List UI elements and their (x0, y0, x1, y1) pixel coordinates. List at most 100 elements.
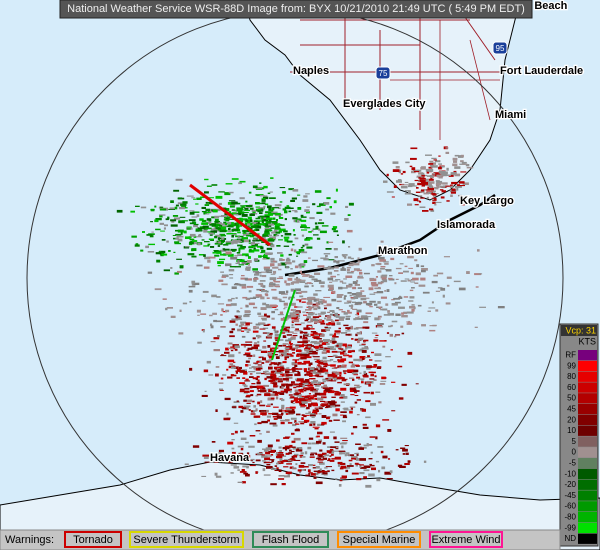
echo (205, 213, 210, 215)
echo (388, 325, 392, 328)
echo (295, 463, 298, 466)
echo (287, 459, 292, 462)
echo (234, 283, 239, 285)
echo (357, 301, 363, 304)
echo (316, 349, 319, 352)
echo (280, 419, 286, 422)
echo (229, 266, 237, 268)
echo (134, 244, 140, 247)
echo (307, 321, 312, 323)
echo (419, 179, 426, 182)
echo (217, 261, 224, 264)
echo (262, 218, 269, 222)
echo (285, 419, 290, 422)
echo (305, 396, 309, 399)
echo (279, 228, 286, 232)
echo (174, 272, 179, 275)
echo (340, 411, 347, 413)
echo (336, 234, 339, 236)
echo (204, 178, 209, 181)
echo (303, 466, 309, 468)
echo (283, 388, 291, 391)
echo (309, 396, 315, 399)
echo (237, 231, 241, 234)
echo (355, 464, 358, 467)
echo (252, 271, 259, 273)
echo (258, 283, 263, 285)
echo (313, 334, 319, 336)
echo (347, 256, 352, 259)
echo (262, 302, 267, 306)
echo (151, 231, 154, 233)
echo (195, 203, 199, 205)
echo (210, 325, 214, 329)
echo (191, 280, 196, 284)
echo (352, 286, 357, 290)
echo (294, 278, 300, 281)
echo (351, 372, 358, 375)
echo (292, 229, 295, 232)
echo (330, 380, 337, 382)
echo (236, 368, 241, 372)
echo (264, 203, 269, 206)
echo (448, 174, 454, 177)
echo (445, 151, 450, 154)
echo (292, 335, 298, 337)
echo (246, 305, 249, 308)
echo (311, 229, 314, 232)
echo (318, 455, 322, 458)
echo (255, 217, 262, 220)
echo (207, 259, 211, 263)
echo (244, 390, 250, 393)
echo (402, 453, 406, 455)
echo (339, 480, 343, 482)
echo (330, 446, 336, 449)
echo (331, 396, 336, 398)
echo (198, 228, 202, 231)
echo (309, 296, 316, 299)
echo (411, 185, 417, 187)
echo (423, 192, 429, 195)
echo (307, 384, 314, 387)
echo (276, 277, 284, 279)
echo (305, 238, 308, 240)
echo (361, 347, 369, 350)
echo (421, 268, 428, 271)
echo (342, 353, 347, 356)
echo (265, 293, 269, 297)
echo (383, 314, 391, 316)
echo (231, 235, 234, 238)
echo (200, 313, 207, 315)
echo (375, 424, 381, 428)
echo (171, 220, 175, 223)
echo (308, 363, 311, 367)
echo (358, 447, 364, 450)
echo (466, 271, 470, 274)
echo (165, 218, 169, 221)
echo (299, 456, 302, 458)
echo (249, 367, 252, 369)
echo (257, 390, 262, 392)
echo (358, 378, 365, 380)
echo (265, 211, 272, 214)
echo (478, 273, 483, 275)
echo (308, 257, 311, 259)
echo (273, 418, 278, 420)
echo (423, 460, 427, 463)
echo (238, 452, 243, 455)
echo (206, 218, 212, 221)
echo (401, 184, 409, 186)
echo (246, 229, 250, 232)
echo (369, 464, 375, 467)
echo (362, 423, 367, 426)
echo (332, 413, 338, 417)
echo (342, 343, 347, 347)
echo (296, 447, 303, 450)
echo (357, 287, 362, 289)
echo (208, 256, 216, 259)
echo (294, 317, 299, 320)
echo (461, 161, 467, 164)
echo (333, 373, 336, 376)
echo (262, 412, 267, 416)
echo (135, 205, 140, 207)
